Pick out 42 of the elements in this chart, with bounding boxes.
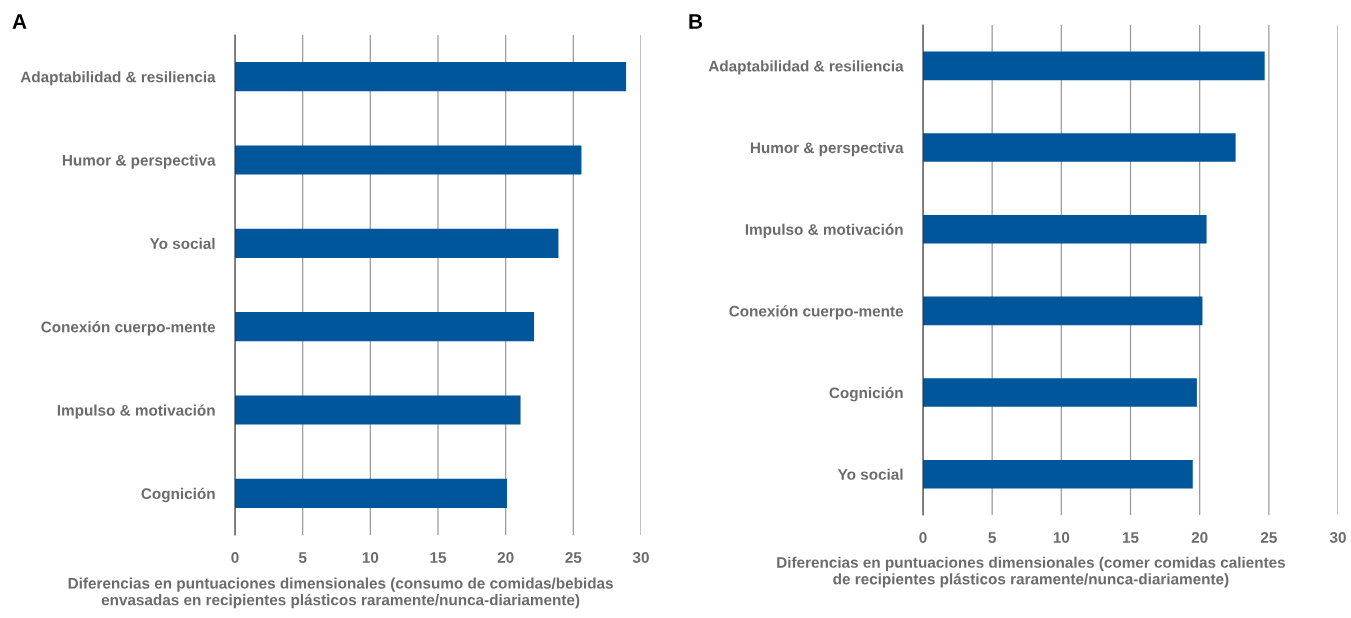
bar <box>923 133 1236 162</box>
text: A <box>12 14 27 29</box>
bar <box>923 51 1265 81</box>
x-tick-label: 15 <box>430 552 447 563</box>
x-axis-title: Diferencias en puntuaciones dimensionales (consumo de comidas/bebidas envasadas en recipientes plásticos raramente/nunca-diariamente) <box>68 577 613 609</box>
x-tick-label: 25 <box>1260 532 1277 543</box>
x-tick-label: 20 <box>1191 532 1208 543</box>
x-tick-label: 30 <box>632 552 649 563</box>
x-tick-label: 30 <box>1329 532 1346 543</box>
x-tick-label: 20 <box>497 552 514 563</box>
y-tick-label: Adaptabilidad & resiliencia <box>20 71 216 86</box>
y-tick-label: Cognición <box>829 386 903 402</box>
bar <box>923 214 1207 244</box>
x-tick-label: 25 <box>565 552 582 563</box>
bar <box>923 296 1203 326</box>
x-axis-title: Diferencias en puntuaciones dimensionales (comer comidas calientes de recipientes plásticos raramente/nunca-diariamente) <box>777 556 1286 588</box>
bar <box>235 62 627 92</box>
y-tick-label: Yo social <box>149 237 215 250</box>
bar <box>235 478 508 508</box>
x-tick-label: 0 <box>231 552 239 563</box>
bar <box>235 145 582 175</box>
y-tick-label: Impulso & motivación <box>745 223 903 238</box>
bar <box>235 395 521 425</box>
x-tick-label: 15 <box>1122 532 1139 543</box>
x-tick-label: 10 <box>362 552 379 563</box>
x-tick-label: 10 <box>1053 532 1070 543</box>
y-tick-label: Adaptabilidad & resiliencia <box>708 60 904 75</box>
bar <box>235 312 535 342</box>
y-tick-label: Humor & perspectiva <box>62 154 216 169</box>
y-tick-label: Yo social <box>837 468 903 480</box>
bar <box>923 459 1193 489</box>
y-tick-label: Conexión cuerpo-mente <box>729 305 904 320</box>
x-tick-label: 5 <box>298 552 307 563</box>
x-tick-label: 5 <box>988 532 996 543</box>
bar <box>235 228 559 258</box>
y-tick-label: Conexión cuerpo-mente <box>41 321 216 336</box>
x-tick-label: 0 <box>919 532 927 543</box>
y-tick-label: Humor & perspectiva <box>750 141 904 157</box>
bar <box>923 378 1197 407</box>
y-tick-label: Cognición <box>141 487 215 503</box>
y-tick-label: Impulso & motivación <box>57 404 215 419</box>
text: B <box>689 14 703 29</box>
